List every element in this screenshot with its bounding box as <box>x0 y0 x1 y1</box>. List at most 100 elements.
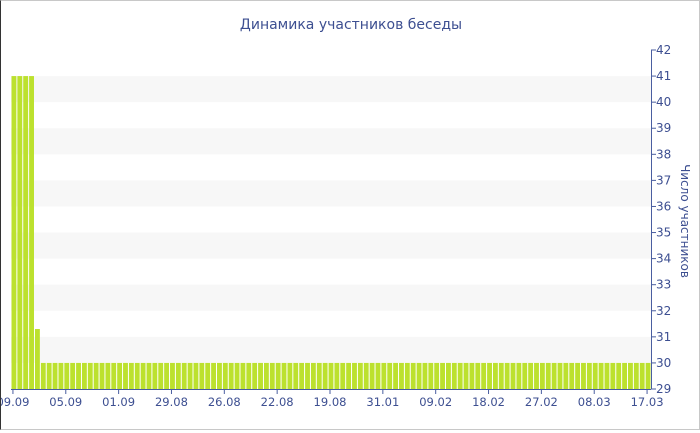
bar <box>563 362 569 389</box>
bar <box>328 362 334 389</box>
bar <box>158 362 164 389</box>
bar <box>445 362 451 389</box>
x-tick-label: 01.09 <box>102 395 135 409</box>
bar <box>170 362 175 389</box>
bar <box>252 362 258 389</box>
bar <box>492 362 498 389</box>
bar <box>440 362 445 389</box>
bar <box>622 362 628 389</box>
bar <box>616 362 622 389</box>
bar <box>222 362 228 389</box>
bar <box>598 362 604 389</box>
bar <box>581 362 586 389</box>
bar <box>340 362 346 389</box>
bar <box>369 362 375 389</box>
bar <box>604 362 610 389</box>
x-tick-label: 18.02 <box>472 395 505 409</box>
bar <box>93 362 99 389</box>
bar <box>545 362 551 389</box>
x-tick-label: 17.03 <box>631 395 664 409</box>
grid-band <box>11 336 651 363</box>
bar <box>175 362 181 389</box>
bar <box>193 362 199 389</box>
bar <box>205 362 211 389</box>
bar <box>633 362 639 389</box>
x-tick-label: 31.01 <box>366 395 399 409</box>
y-tick-label: 39 <box>656 121 671 135</box>
bar <box>334 362 340 389</box>
x-tick-label: 08.03 <box>578 395 611 409</box>
bar <box>58 362 64 389</box>
bar <box>99 362 105 389</box>
bar <box>105 362 111 389</box>
x-tick-label: 26.08 <box>208 395 241 409</box>
y-tick-label: 31 <box>656 330 671 344</box>
bar <box>269 362 275 389</box>
bar <box>522 362 528 389</box>
y-tick-label: 30 <box>656 356 671 370</box>
bar <box>217 362 222 389</box>
bar <box>463 362 469 389</box>
bar <box>228 362 234 389</box>
bar <box>346 362 352 389</box>
bar <box>434 362 440 389</box>
bar <box>17 76 23 390</box>
y-tick-label: 36 <box>656 199 671 213</box>
bar <box>258 362 263 389</box>
bar <box>134 362 140 389</box>
bar <box>234 362 240 389</box>
x-tick-label: 19.08 <box>314 395 347 409</box>
grid-band <box>11 232 651 259</box>
y-tick-label: 38 <box>656 147 671 161</box>
bar <box>639 362 645 389</box>
bar <box>240 362 246 389</box>
bar <box>128 362 134 389</box>
bar <box>87 362 93 389</box>
bar <box>64 362 70 389</box>
bar <box>586 362 592 389</box>
bar <box>498 362 504 389</box>
x-tick-label: 27.02 <box>525 395 558 409</box>
bar <box>52 362 58 389</box>
bar <box>40 362 46 389</box>
y-tick-label: 33 <box>656 278 671 292</box>
bar <box>352 362 357 389</box>
bar <box>416 362 422 389</box>
bar <box>76 362 81 389</box>
bar <box>410 362 416 389</box>
bar <box>111 362 117 389</box>
bar <box>557 362 563 389</box>
bar <box>81 362 87 389</box>
bar <box>475 362 481 389</box>
grid-band <box>11 180 651 207</box>
bar <box>310 362 316 389</box>
y-axis-title: Число участников <box>678 164 692 278</box>
bar <box>363 362 369 389</box>
y-tick-label: 40 <box>656 95 671 109</box>
bar <box>528 362 534 389</box>
bar <box>29 76 34 390</box>
bar <box>428 362 434 389</box>
bar <box>181 362 187 389</box>
bar <box>140 362 146 389</box>
bar <box>287 362 293 389</box>
y-tick-label: 35 <box>656 226 671 240</box>
bar <box>187 362 193 389</box>
bar <box>628 362 633 389</box>
grid-band <box>11 128 651 155</box>
y-tick-label: 34 <box>656 252 671 266</box>
bar <box>539 362 545 389</box>
bar <box>375 362 381 389</box>
bar <box>393 362 399 389</box>
bar <box>381 362 387 389</box>
y-tick-label: 32 <box>656 304 671 318</box>
bar <box>146 362 152 389</box>
bar <box>404 362 410 389</box>
bar <box>34 329 40 389</box>
x-tick-label: 05.09 <box>49 395 82 409</box>
bar <box>569 362 575 389</box>
bar <box>23 76 29 390</box>
grid-band <box>11 284 651 311</box>
bar <box>510 362 516 389</box>
